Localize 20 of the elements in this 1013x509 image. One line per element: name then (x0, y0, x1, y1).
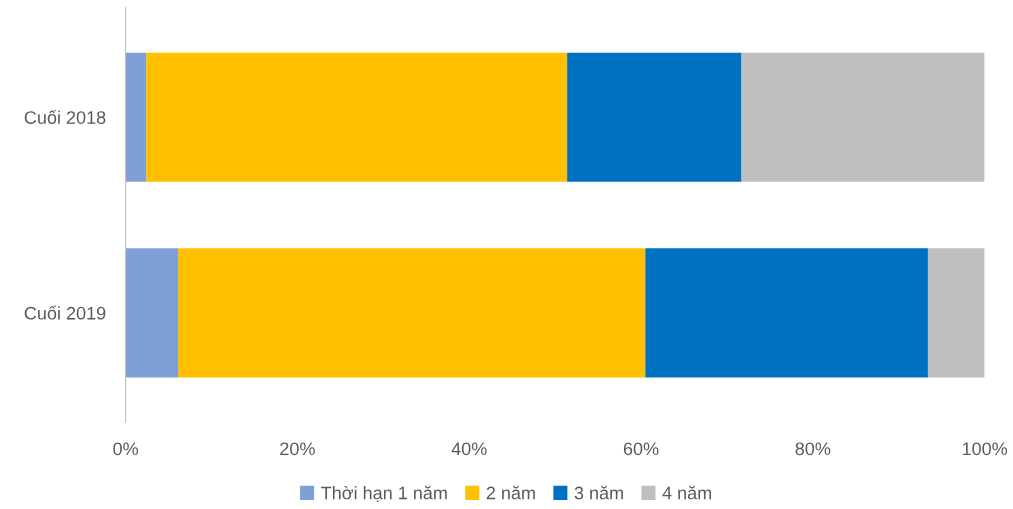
y-tick-label: Cuối 2018 (24, 109, 106, 124)
bar (645, 248, 928, 378)
legend-label: 2 năm (486, 485, 535, 500)
bar (178, 248, 646, 378)
bar (146, 52, 568, 182)
legend-label: 4 năm (662, 485, 712, 500)
bar (741, 52, 985, 182)
y-tick-label: Cuối 2019 (24, 305, 106, 320)
x-tick-label: 40% (451, 442, 487, 456)
x-tick-label: 20% (280, 442, 315, 456)
x-tick-label: 80% (795, 442, 831, 456)
legend-label: Thời hạn 1 năm (321, 485, 447, 502)
bar (927, 248, 985, 378)
bar (125, 52, 147, 182)
x-tick-label: 0% (113, 442, 139, 456)
bar (567, 52, 742, 182)
x-tick-label: 60% (623, 442, 659, 456)
x-tick-label: 100% (962, 442, 1008, 456)
legend-label: 3 năm (574, 485, 623, 500)
bar (125, 248, 179, 378)
